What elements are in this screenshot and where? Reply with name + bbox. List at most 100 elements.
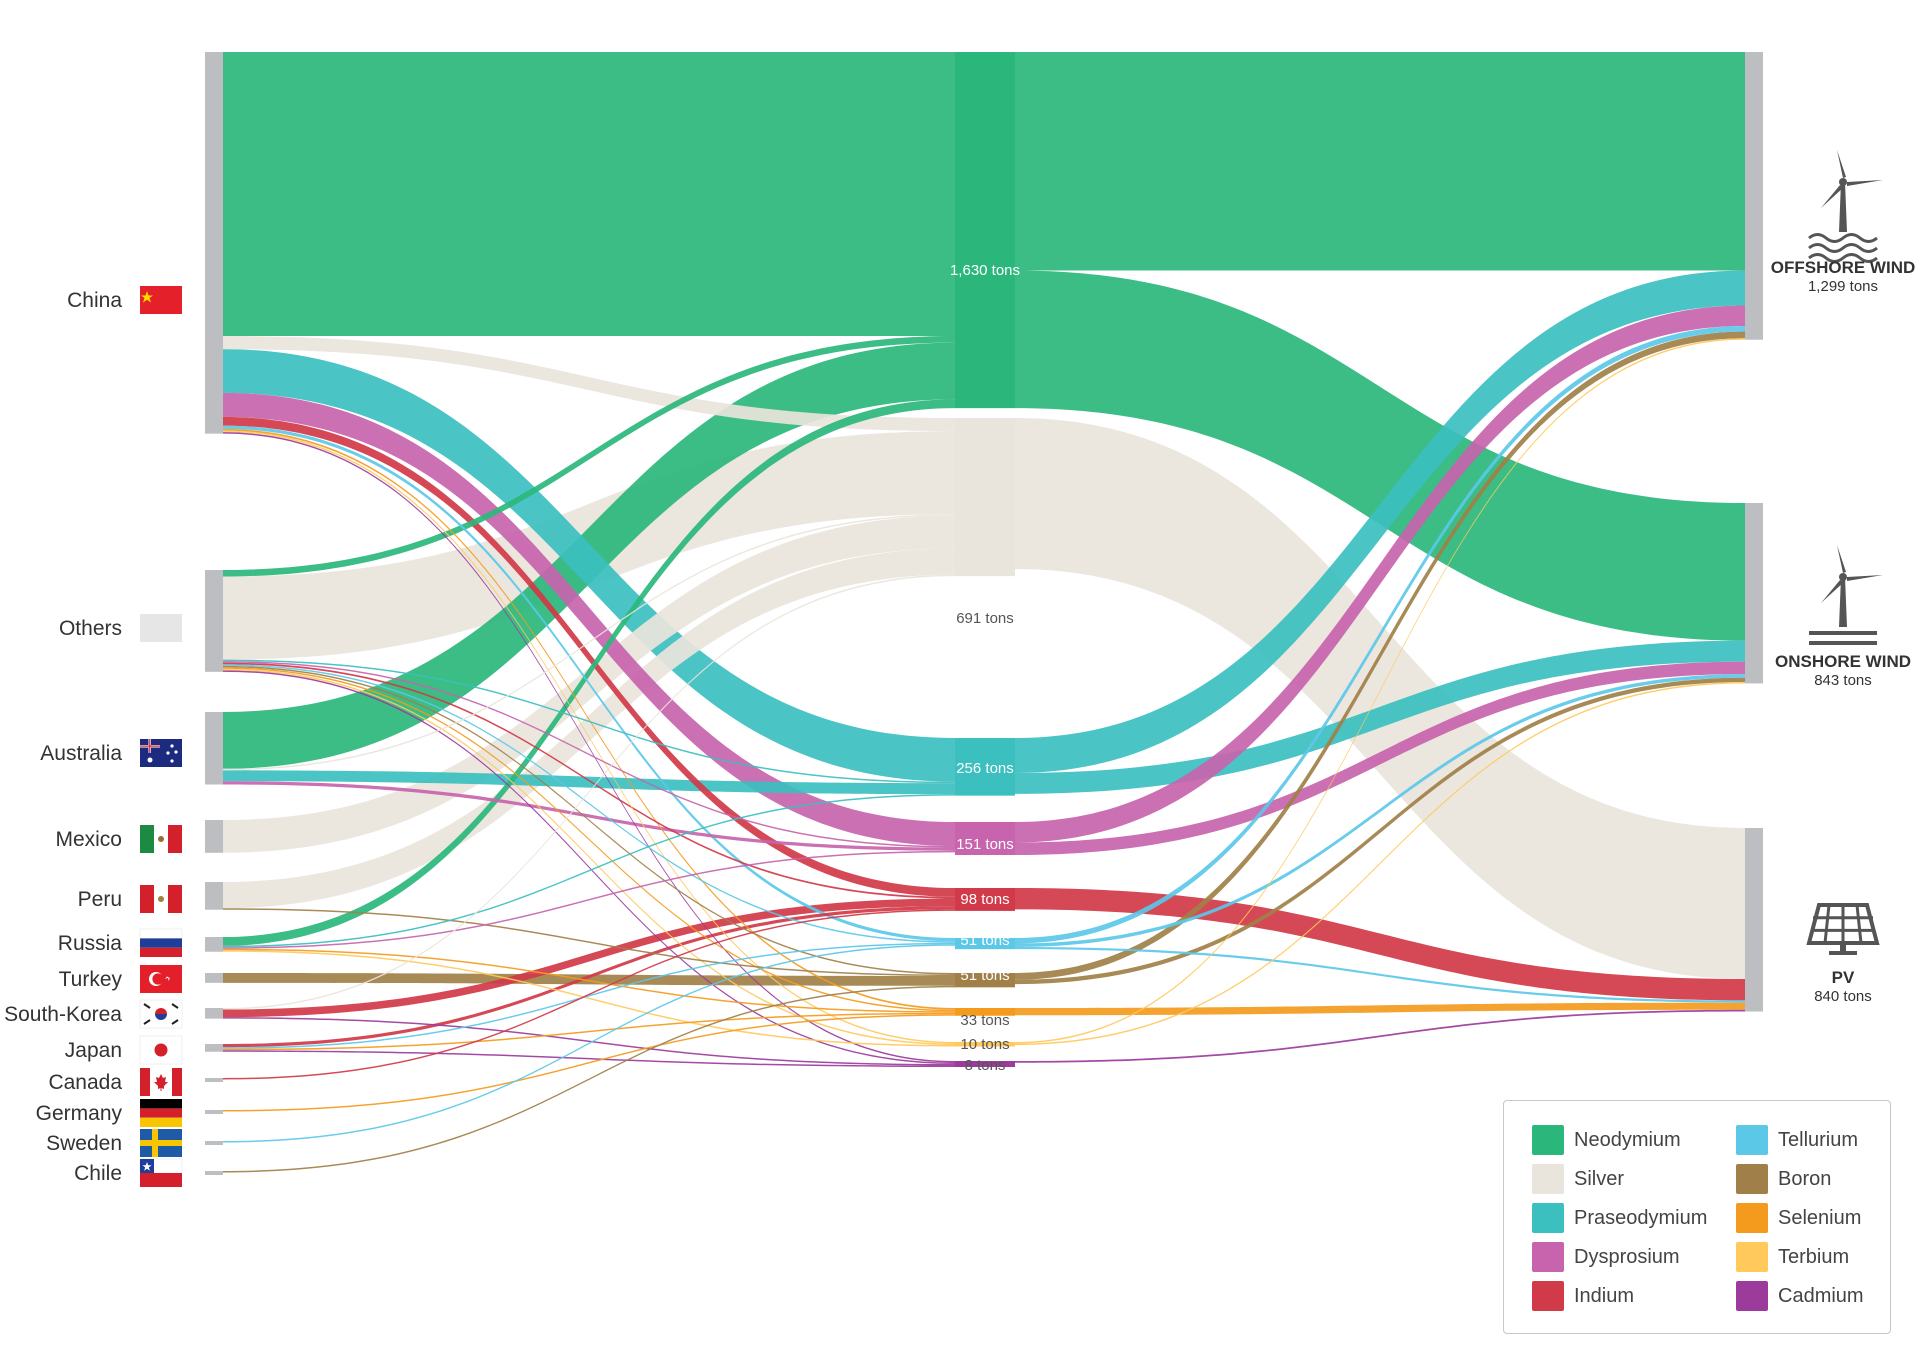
flow-australia-silver — [223, 514, 955, 771]
node-tellurium — [955, 938, 1015, 950]
flow-china-cadmium — [223, 432, 955, 1063]
flow-australia-praseodymium — [223, 770, 955, 795]
source-material-links — [223, 52, 1015, 1173]
target-bars — [1745, 52, 1763, 1012]
source-label-turkey: Turkey — [59, 968, 123, 991]
flow-germany-selenium — [223, 1014, 955, 1112]
flow-china-neodymium — [223, 52, 955, 337]
node-dysprosium — [955, 822, 1015, 855]
material-total-dysprosium: 151 tons — [956, 836, 1014, 853]
legend-label-boron: Boron — [1778, 1167, 1832, 1190]
source-label-south-korea: South-Korea — [4, 1003, 122, 1026]
flow-cadmium-pv — [1015, 1009, 1745, 1063]
source-bar-turkey — [205, 973, 223, 983]
legend-item-cadmium: Cadmium — [1736, 1281, 1864, 1311]
legend-swatch-dysprosium — [1532, 1242, 1564, 1272]
turkey-flag — [140, 965, 182, 993]
flow-terbium-onshore-wind — [1015, 681, 1745, 1045]
target-total-pv: 840 tons — [1814, 988, 1872, 1005]
flow-japan-selenium — [223, 1012, 955, 1051]
legend-swatch-cadmium — [1736, 1281, 1768, 1311]
legend-label-silver: Silver — [1574, 1167, 1625, 1190]
legend-swatch-terbium — [1736, 1242, 1768, 1272]
flow-boron-offshore-wind — [1015, 331, 1745, 980]
legend-label-neodymium: Neodymium — [1574, 1128, 1681, 1151]
flow-terbium-offshore-wind — [1015, 338, 1745, 1044]
solar-panel-icon — [1806, 903, 1880, 955]
source-bar-russia — [205, 937, 223, 952]
node-indium — [955, 888, 1015, 911]
japan-flag — [139, 1035, 183, 1065]
legend-label-indium: Indium — [1574, 1284, 1635, 1307]
flow-neodymium-offshore-wind — [1015, 52, 1745, 271]
flow-tellurium-onshore-wind — [1015, 674, 1745, 947]
australia-flag — [140, 739, 182, 767]
source-bars — [205, 52, 223, 1175]
flow-others-dysprosium — [223, 661, 955, 848]
flow-china-praseodymium — [223, 349, 955, 782]
mexico-flag — [140, 825, 182, 853]
sweden-flag — [140, 1129, 182, 1157]
material-target-links — [1015, 52, 1745, 1063]
flow-selenium-pv — [1015, 1002, 1745, 1016]
chile-flag — [139, 1158, 183, 1187]
source-bar-australia — [205, 712, 223, 785]
material-total-terbium: 10 tons — [960, 1036, 1009, 1053]
flow-tellurium-pv — [1015, 946, 1745, 1003]
node-cadmium — [955, 1061, 1015, 1067]
flow-russia-terbium — [223, 950, 955, 1047]
source-bar-china — [205, 52, 223, 434]
source-label-others: Others — [59, 617, 122, 640]
flow-russia-dysprosium — [223, 850, 955, 949]
flow-china-indium — [223, 416, 955, 897]
node-boron — [955, 973, 1015, 988]
flow-dysprosium-offshore-wind — [1015, 305, 1745, 843]
flow-chile-boron — [223, 985, 955, 1173]
legend-label-praseodymium: Praseodymium — [1574, 1206, 1708, 1229]
source-label-russia: Russia — [58, 932, 123, 955]
legend-swatch-silver — [1532, 1164, 1564, 1194]
legend-label-tellurium: Tellurium — [1778, 1128, 1859, 1151]
source-label-peru: Peru — [78, 888, 122, 911]
source-bar-japan — [205, 1044, 223, 1052]
source-bar-sweden — [205, 1141, 223, 1145]
flow-others-tellurium — [223, 664, 955, 943]
material-total-tellurium: 51 tons — [960, 932, 1009, 949]
target-total-onshore-wind: 843 tons — [1814, 672, 1872, 689]
target-bar-offshore-wind — [1745, 52, 1763, 340]
legend-swatch-praseodymium — [1532, 1203, 1564, 1233]
flow-russia-selenium — [223, 948, 955, 1013]
legend-swatch-selenium — [1736, 1203, 1768, 1233]
flow-russia-praseodymium — [223, 794, 955, 948]
onshore-wind-turbine-icon — [1809, 545, 1883, 645]
material-total-silver: 691 tons — [956, 610, 1014, 627]
legend-item-tellurium: Tellurium — [1736, 1125, 1858, 1155]
source-label-australia: Australia — [40, 742, 122, 765]
source-label-germany: Germany — [36, 1102, 123, 1125]
flow-others-praseodymium — [223, 659, 955, 784]
germany-flag — [140, 1099, 182, 1127]
flow-boron-onshore-wind — [1015, 677, 1745, 985]
flow-china-silver — [223, 336, 955, 432]
node-silver — [955, 418, 1015, 577]
flow-praseodymium-onshore-wind — [1015, 640, 1745, 794]
source-bar-canada — [205, 1078, 223, 1082]
legend: Neodymium Silver Praseodymium Dysprosium Ind… — [1503, 1100, 1891, 1334]
legend-item-silver: Silver — [1532, 1164, 1624, 1194]
flow-south-korea-indium — [223, 898, 955, 1018]
blank-flag — [140, 614, 182, 642]
target-total-offshore-wind: 1,299 tons — [1808, 278, 1878, 295]
node-selenium — [955, 1008, 1015, 1016]
material-total-indium: 98 tons — [960, 891, 1009, 908]
source-labels: China Others Australia Mexico Peru Russia Turk… — [4, 286, 183, 1187]
source-bar-mexico — [205, 820, 223, 853]
south-korea-flag — [139, 999, 183, 1029]
material-total-selenium: 33 tons — [960, 1012, 1009, 1029]
flow-russia-neodymium — [223, 399, 955, 946]
flow-japan-indium — [223, 906, 955, 1048]
source-label-china: China — [67, 289, 122, 312]
flow-china-selenium — [223, 428, 955, 1010]
material-total-praseodymium: 256 tons — [956, 760, 1014, 777]
china-flag — [140, 286, 182, 314]
